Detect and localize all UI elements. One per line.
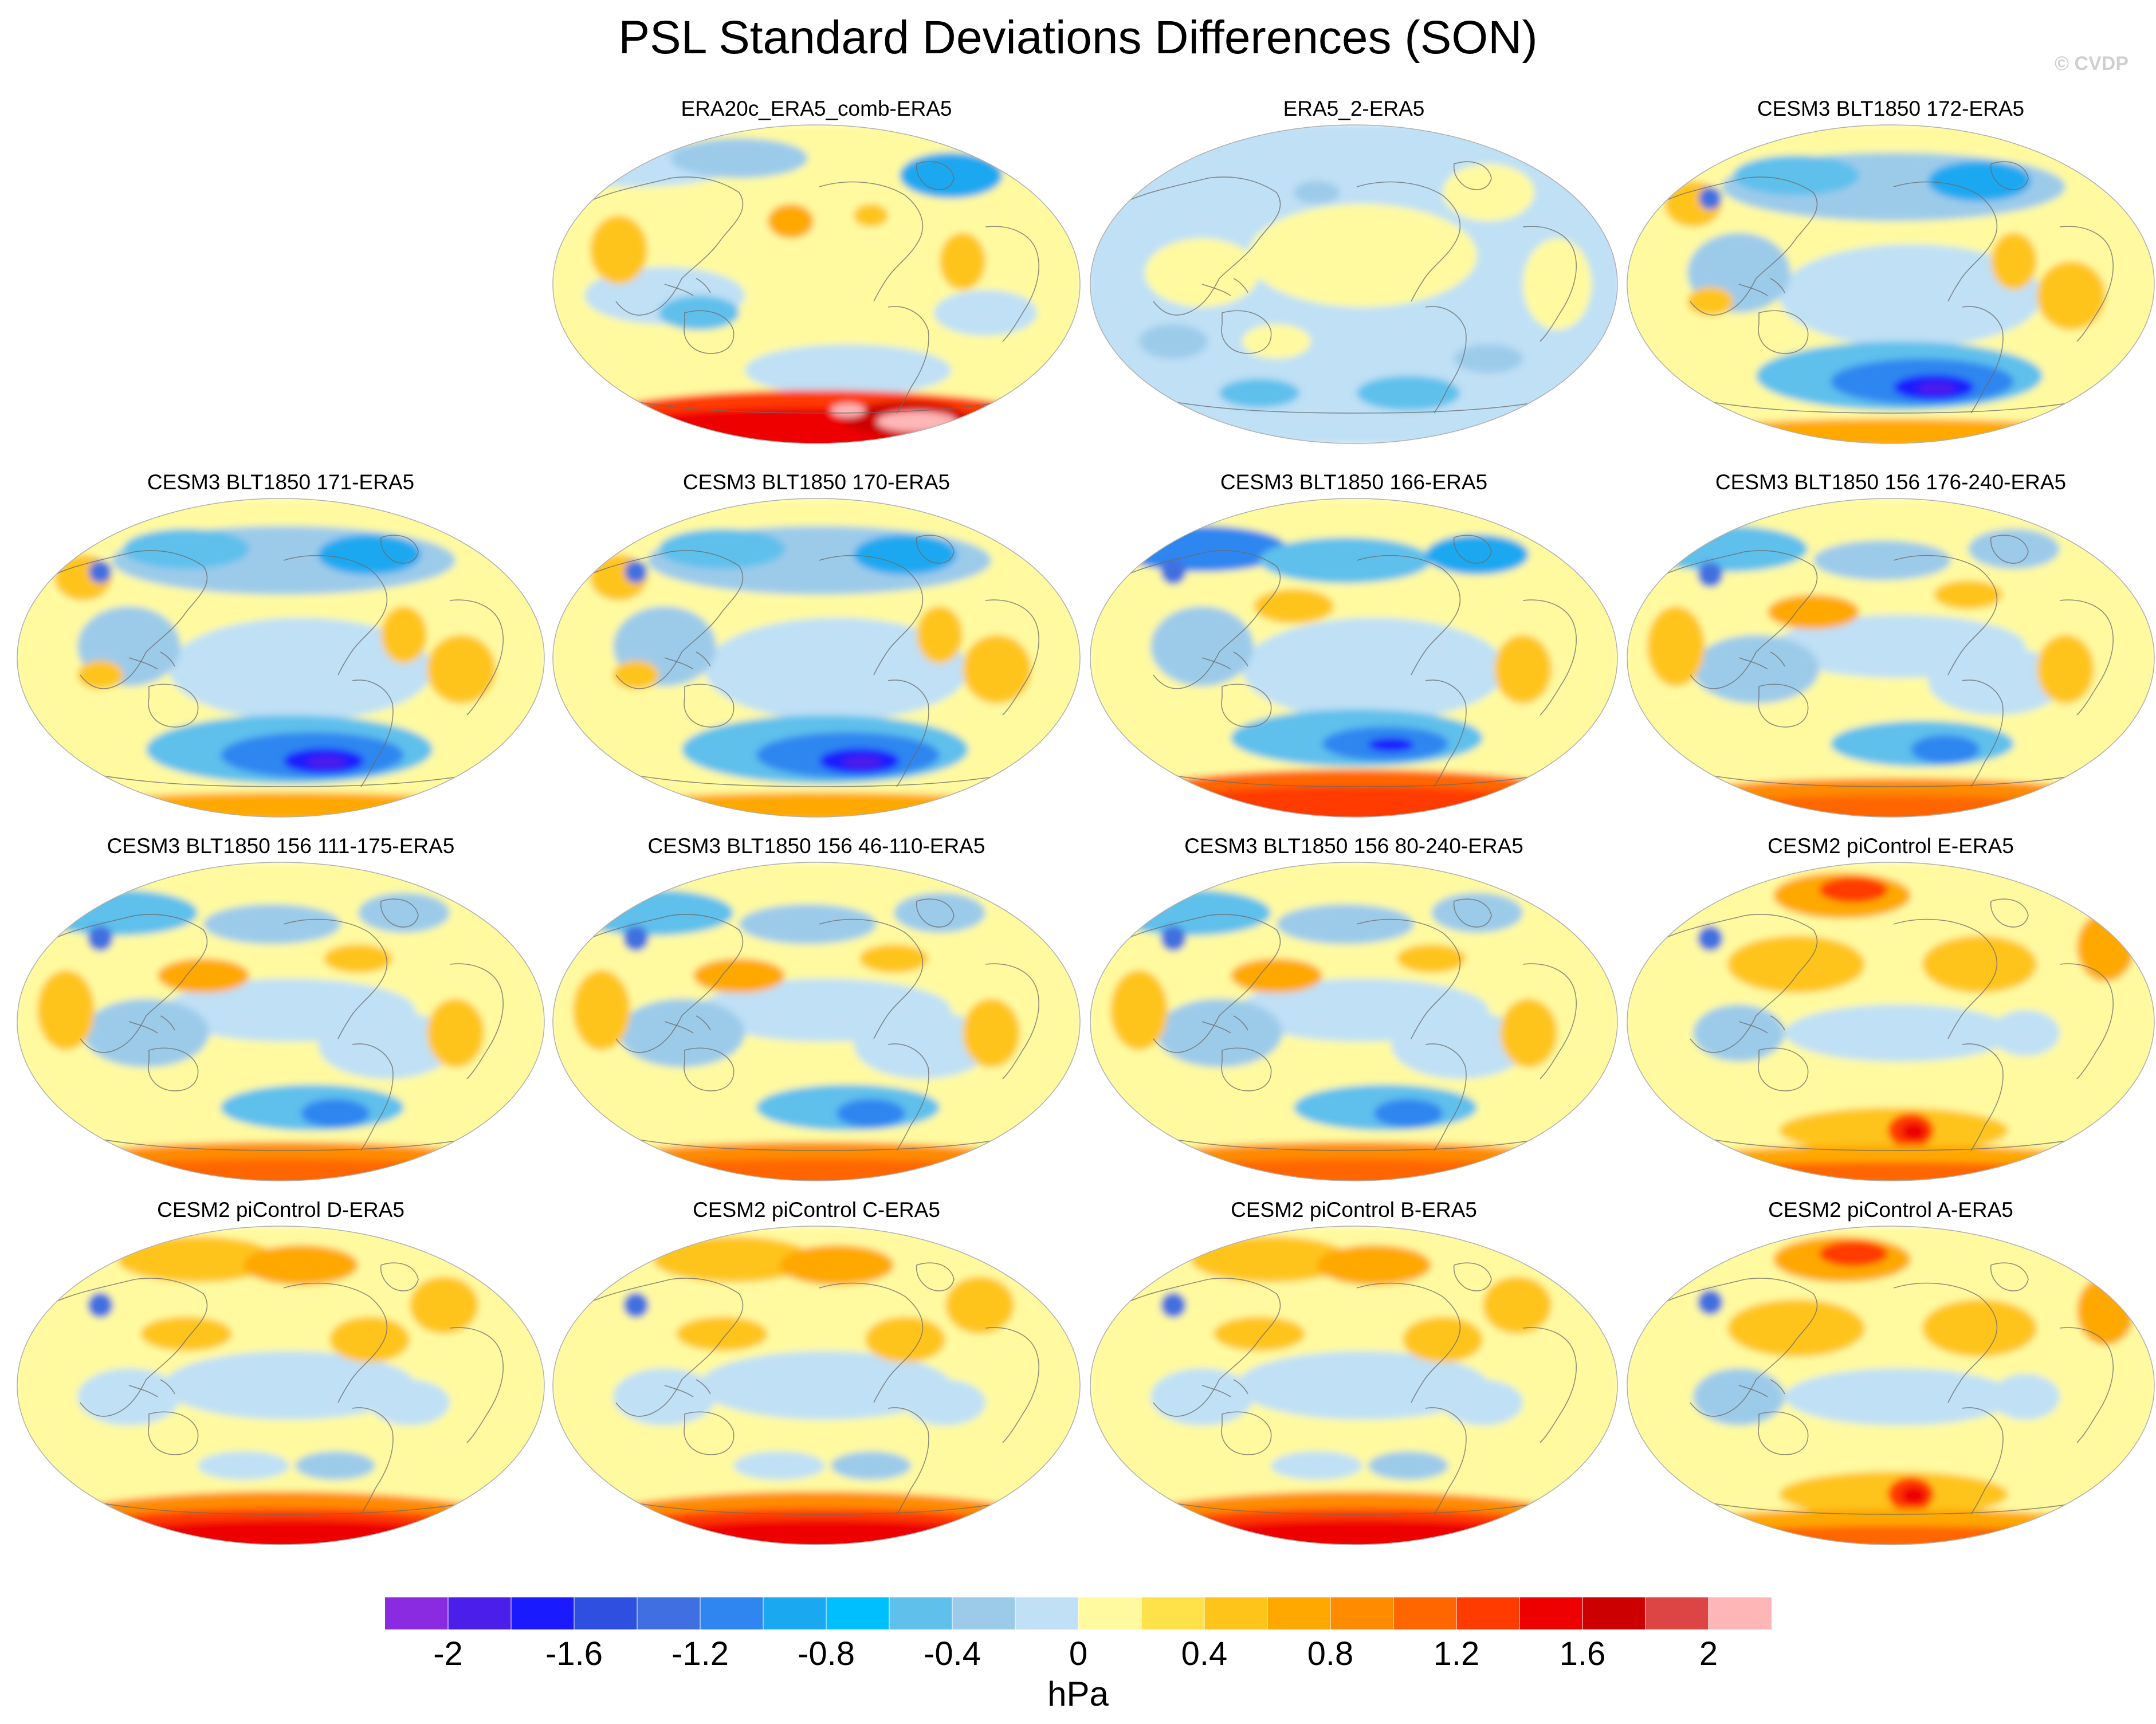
- panel-title: CESM3 BLT1850 156 111-175-ERA5: [107, 834, 455, 858]
- colorbar-tick-label: -1.2: [671, 1635, 729, 1672]
- map-panel: CESM3 BLT1850 171-ERA5: [11, 470, 550, 837]
- map-plot: [552, 498, 1081, 818]
- map-panel: CESM2 piControl E-ERA5: [1621, 834, 2156, 1200]
- map-plot: [552, 1226, 1081, 1545]
- colorbar: [385, 1597, 1772, 1629]
- map-panel: CESM2 piControl A-ERA5: [1621, 1197, 2156, 1564]
- colorbar-tick-label: -1.6: [545, 1635, 603, 1672]
- map-plot: [1090, 1226, 1618, 1545]
- panel-title: CESM2 piControl E-ERA5: [1768, 834, 2014, 858]
- colorbar-box: [889, 1597, 952, 1629]
- panel-title: CESM2 piControl A-ERA5: [1768, 1198, 2013, 1222]
- colorbar-box: [448, 1597, 511, 1629]
- colorbar-box: [1456, 1597, 1519, 1629]
- colorbar-box: [1267, 1597, 1330, 1629]
- colorbar-tick-label: 1.6: [1559, 1635, 1606, 1672]
- panel-title: ERA20c_ERA5_comb-ERA5: [681, 97, 952, 120]
- colorbar-box: [763, 1597, 826, 1629]
- colorbar-box: [511, 1597, 574, 1629]
- map-plot: [1627, 1226, 2155, 1545]
- panel-title: CESM3 BLT1850 156 176-240-ERA5: [1715, 470, 2067, 494]
- map-plot: [552, 124, 1081, 444]
- map-plot: [1627, 124, 2155, 444]
- map-plot: [1627, 862, 2155, 1181]
- panel-title: CESM2 piControl C-ERA5: [693, 1198, 940, 1222]
- map-panel: CESM2 piControl B-ERA5: [1085, 1197, 1623, 1564]
- colorbar-box: [1330, 1597, 1393, 1629]
- colorbar-box: [952, 1597, 1015, 1629]
- colorbar-box: [574, 1597, 637, 1629]
- colorbar-box: [700, 1597, 763, 1629]
- map-plot: [17, 1226, 545, 1545]
- panel-title: CESM3 BLT1850 170-ERA5: [682, 470, 951, 494]
- map-plot: [1090, 862, 1618, 1181]
- map-plot: [17, 862, 545, 1181]
- colorbar-box: [1519, 1597, 1582, 1629]
- map-panel: CESM3 BLT1850 172-ERA5: [1621, 96, 2156, 463]
- colorbar-box: [637, 1597, 700, 1629]
- colorbar-tick-label: 1.2: [1433, 1635, 1480, 1672]
- panel-title: CESM3 BLT1850 156 46-110-ERA5: [647, 834, 985, 858]
- panel-title: CESM2 piControl B-ERA5: [1231, 1198, 1477, 1222]
- map-panel: CESM3 BLT1850 156 111-175-ERA5: [11, 834, 550, 1200]
- colorbar-box: [1646, 1597, 1709, 1629]
- colorbar-box: [1204, 1597, 1267, 1629]
- panel-title: CESM3 BLT1850 171-ERA5: [147, 470, 415, 494]
- map-panel: CESM2 piControl C-ERA5: [547, 1197, 1086, 1564]
- map-panel: CESM3 BLT1850 156 176-240-ERA5: [1621, 470, 2156, 837]
- map-panel: CESM3 BLT1850 170-ERA5: [547, 470, 1086, 837]
- map-panel: CESM3 BLT1850 166-ERA5: [1085, 470, 1623, 837]
- map-plot: [1627, 498, 2155, 818]
- panel-title: CESM2 piControl D-ERA5: [157, 1198, 405, 1222]
- map-panel: ERA5_2-ERA5: [1085, 96, 1623, 463]
- colorbar-box: [1078, 1597, 1141, 1629]
- panel-title: CESM3 BLT1850 156 80-240-ERA5: [1184, 834, 1523, 858]
- colorbar-box: [1141, 1597, 1204, 1629]
- colorbar-tick-label: -0.8: [798, 1635, 855, 1672]
- colorbar-box: [1015, 1597, 1078, 1629]
- colorbar-box: [385, 1597, 448, 1629]
- panel-title: CESM3 BLT1850 172-ERA5: [1757, 97, 2025, 120]
- colorbar-tick-label: -0.4: [924, 1635, 981, 1672]
- map-plot: [17, 498, 545, 818]
- colorbar-box: [1582, 1597, 1646, 1629]
- cvdp-watermark: © CVDP: [2055, 53, 2128, 74]
- colorbar-tick-label: -2: [433, 1635, 463, 1672]
- colorbar-boxes: [385, 1597, 1772, 1629]
- panel-title: ERA5_2-ERA5: [1283, 97, 1425, 120]
- colorbar-tick-label: 0.4: [1181, 1635, 1228, 1672]
- colorbar-units: hPa: [1047, 1675, 1109, 1713]
- map-plot: [552, 862, 1081, 1181]
- map-panel: ERA20c_ERA5_comb-ERA5: [547, 96, 1086, 463]
- map-panel: CESM3 BLT1850 156 46-110-ERA5: [547, 834, 1086, 1200]
- map-plot: [1090, 498, 1618, 818]
- figure-title: PSL Standard Deviations Differences (SON…: [618, 11, 1538, 64]
- colorbar-box: [1709, 1597, 1772, 1629]
- colorbar-tick-label: 0: [1069, 1635, 1088, 1672]
- colorbar-tick-label: 2: [1699, 1635, 1718, 1672]
- colorbar-box: [826, 1597, 889, 1629]
- map-plot: [1090, 124, 1618, 444]
- colorbar-box: [1393, 1597, 1456, 1629]
- panel-title: CESM3 BLT1850 166-ERA5: [1220, 470, 1488, 494]
- map-panel: CESM3 BLT1850 156 80-240-ERA5: [1085, 834, 1623, 1200]
- map-panel: CESM2 piControl D-ERA5: [11, 1197, 550, 1564]
- colorbar-tick-label: 0.8: [1307, 1635, 1354, 1672]
